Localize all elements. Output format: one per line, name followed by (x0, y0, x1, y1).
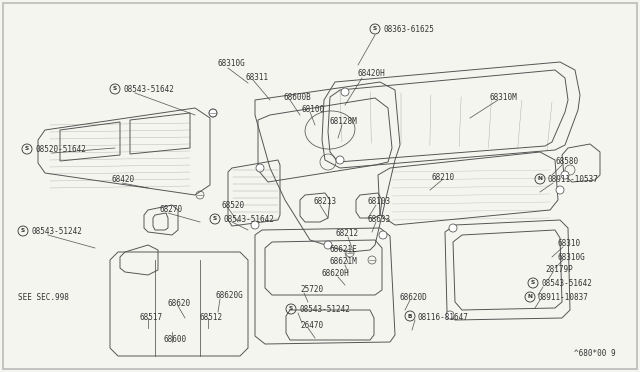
Text: S: S (213, 217, 217, 221)
Text: 08543-51242: 08543-51242 (299, 305, 350, 314)
Text: 68420H: 68420H (358, 70, 386, 78)
Text: 28179P: 28179P (545, 266, 573, 275)
Text: 08911-10537: 08911-10537 (548, 176, 599, 185)
Text: 68621M: 68621M (330, 257, 358, 266)
Text: 68620H: 68620H (322, 269, 349, 279)
Text: 68620G: 68620G (215, 292, 243, 301)
Text: S: S (21, 228, 25, 234)
Text: 68512: 68512 (200, 312, 223, 321)
Text: N: N (538, 176, 543, 182)
Circle shape (379, 231, 387, 239)
Text: 08543-51642: 08543-51642 (123, 86, 174, 94)
Text: 68310G: 68310G (558, 253, 586, 262)
Text: 68520: 68520 (222, 201, 245, 209)
Circle shape (251, 221, 259, 229)
Text: ^680*00 9: ^680*00 9 (574, 350, 616, 359)
Text: 08363-61625: 08363-61625 (383, 26, 434, 35)
Text: 08520-51642: 08520-51642 (35, 145, 86, 154)
Text: B: B (408, 314, 412, 318)
Text: S: S (113, 87, 117, 92)
Text: 08543-51642: 08543-51642 (223, 215, 274, 224)
Circle shape (341, 88, 349, 96)
Circle shape (324, 241, 332, 249)
Text: 26470: 26470 (300, 321, 323, 330)
Circle shape (256, 164, 264, 172)
Text: 68517: 68517 (140, 312, 163, 321)
Text: 68210: 68210 (432, 173, 455, 182)
Circle shape (561, 171, 569, 179)
Text: N: N (527, 295, 532, 299)
Text: 68103: 68103 (368, 198, 391, 206)
Text: 68100: 68100 (302, 105, 325, 113)
Text: 68621E: 68621E (330, 246, 358, 254)
Text: 68310M: 68310M (490, 93, 518, 102)
Text: S: S (25, 147, 29, 151)
Text: 68420: 68420 (112, 176, 135, 185)
Text: 08543-51642: 08543-51642 (541, 279, 592, 289)
Text: 68620: 68620 (168, 299, 191, 308)
Circle shape (209, 109, 217, 117)
Circle shape (449, 224, 457, 232)
Text: 08911-10837: 08911-10837 (538, 294, 589, 302)
Text: 68620D: 68620D (400, 292, 428, 301)
Circle shape (336, 156, 344, 164)
Text: 68212: 68212 (335, 230, 358, 238)
Text: 68128M: 68128M (330, 118, 358, 126)
Text: 68310: 68310 (558, 240, 581, 248)
Text: S: S (289, 307, 293, 311)
Text: S: S (373, 26, 377, 32)
Text: 68311: 68311 (246, 73, 269, 81)
Text: 25720: 25720 (300, 285, 323, 295)
Text: 68600: 68600 (163, 336, 186, 344)
Text: SEE SEC.998: SEE SEC.998 (18, 292, 69, 301)
Text: S: S (531, 280, 535, 285)
Text: 68270: 68270 (160, 205, 183, 215)
Circle shape (556, 186, 564, 194)
Text: 68600B: 68600B (283, 93, 311, 102)
Text: 68633: 68633 (368, 215, 391, 224)
Text: 68213: 68213 (313, 198, 336, 206)
Text: 08116-81647: 08116-81647 (418, 312, 469, 321)
Circle shape (446, 311, 454, 319)
Text: 08543-51242: 08543-51242 (31, 228, 82, 237)
Text: 68310G: 68310G (218, 60, 246, 68)
Text: 68580: 68580 (555, 157, 578, 167)
